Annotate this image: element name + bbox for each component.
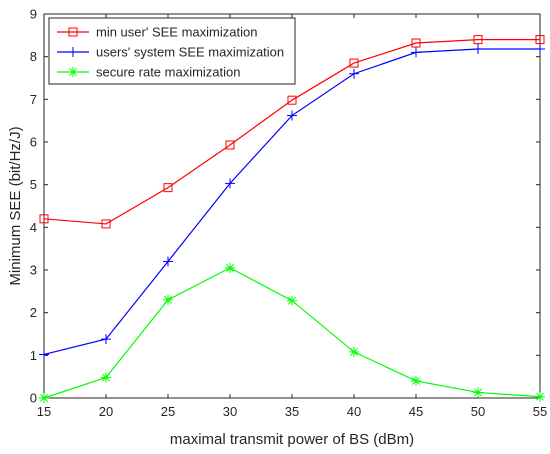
y-tick-label: 1 — [30, 348, 37, 363]
data-point-plus — [411, 47, 421, 58]
y-tick-label: 5 — [30, 177, 37, 192]
data-point-plus — [349, 68, 359, 79]
data-point-plus — [287, 110, 297, 121]
data-point-square — [535, 35, 545, 45]
data-point-asterisk — [68, 67, 78, 77]
series-line — [43, 38, 540, 225]
data-point-asterisk — [411, 375, 421, 386]
data-point-asterisk — [39, 393, 49, 403]
y-tick-label: 7 — [30, 92, 37, 107]
data-point-plus — [473, 43, 483, 54]
series-plus — [39, 43, 545, 360]
series-square — [39, 35, 545, 229]
x-tick-label: 30 — [223, 404, 237, 419]
legend-item: min user' SEE maximization — [57, 25, 257, 40]
data-point-plus — [163, 256, 173, 267]
data-point-asterisk — [163, 294, 173, 305]
data-point-asterisk — [225, 262, 235, 273]
legend-box — [48, 17, 296, 85]
data-point-asterisk — [101, 372, 111, 383]
x-tick-label: 40 — [347, 404, 361, 419]
data-point-square — [39, 214, 49, 224]
legend-label: min user' SEE maximization — [96, 25, 257, 40]
data-point-square — [68, 27, 78, 37]
x-axis-title: maximal transmit power of BS (dBm) — [170, 431, 414, 448]
x-tick-label: 35 — [285, 404, 299, 419]
data-point-asterisk — [473, 387, 483, 398]
data-point-plus — [68, 47, 78, 57]
x-tick-label: 55 — [533, 404, 547, 419]
data-point-asterisk — [535, 391, 545, 402]
y-tick-label: 9 — [30, 7, 37, 22]
data-point-asterisk — [287, 295, 297, 306]
data-point-square — [349, 58, 359, 68]
y-tick-label: 4 — [30, 220, 37, 235]
legend-item: secure rate maximization — [57, 65, 241, 80]
x-tick-label: 15 — [37, 404, 51, 419]
data-point-asterisk — [349, 346, 359, 357]
data-point-square — [287, 95, 297, 105]
legend: min user' SEE maximization users' system … — [48, 17, 296, 85]
y-tick-label: 0 — [30, 391, 37, 406]
x-tick-label: 25 — [161, 404, 175, 419]
legend-label: secure rate maximization — [96, 65, 241, 80]
data-point-square — [473, 35, 483, 45]
series-layer — [39, 35, 545, 403]
legend-label: users' system SEE maximization — [96, 45, 284, 60]
data-point-plus — [101, 334, 111, 345]
data-point-square — [225, 140, 235, 150]
x-tick-label: 20 — [99, 404, 113, 419]
y-tick-label: 8 — [30, 49, 37, 64]
y-tick-label: 3 — [30, 263, 37, 278]
x-tick-label: 45 — [409, 404, 423, 419]
series-asterisk — [39, 262, 545, 403]
data-point-plus — [535, 43, 545, 54]
y-axis-title: Minimum SEE (bit/Hz/J) — [7, 126, 24, 285]
legend-item: users' system SEE maximization — [57, 45, 284, 60]
data-point-square — [101, 219, 111, 229]
data-point-plus — [39, 349, 49, 360]
data-point-plus — [225, 178, 235, 189]
y-tick-label: 6 — [30, 135, 37, 150]
data-point-square — [411, 38, 421, 48]
data-point-square — [163, 183, 173, 193]
x-tick-label: 50 — [471, 404, 485, 419]
y-tick-label: 2 — [30, 305, 37, 320]
